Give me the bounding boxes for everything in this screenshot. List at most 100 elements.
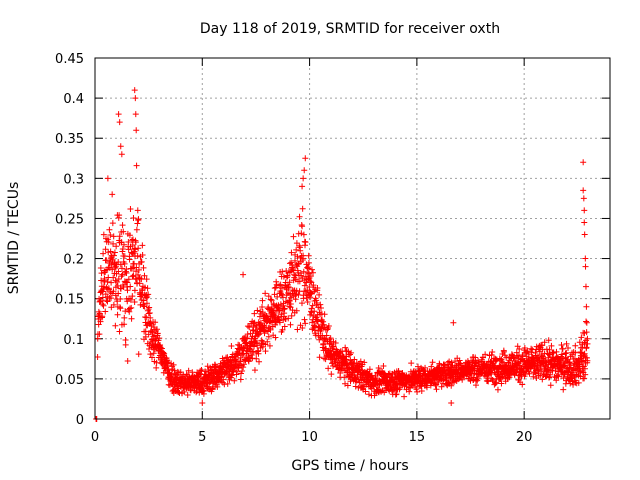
data-point xyxy=(96,331,103,338)
data-point xyxy=(558,342,565,349)
data-point xyxy=(142,333,149,340)
data-point xyxy=(310,322,317,329)
plot-frame xyxy=(94,57,611,420)
data-point xyxy=(498,380,505,387)
data-point xyxy=(304,264,311,271)
data-point xyxy=(583,318,590,325)
data-point xyxy=(552,367,559,374)
data-point xyxy=(272,334,279,341)
data-point xyxy=(300,175,307,182)
data-point xyxy=(292,296,299,303)
data-point xyxy=(228,343,235,350)
data-point xyxy=(279,326,286,333)
data-point xyxy=(131,260,138,267)
data-point xyxy=(302,320,309,327)
data-point xyxy=(311,308,318,315)
data-point xyxy=(152,319,159,326)
data-point xyxy=(299,183,306,190)
data-point xyxy=(112,265,119,272)
data-point xyxy=(249,327,256,334)
data-point xyxy=(584,357,591,364)
data-point xyxy=(251,310,258,317)
data-point xyxy=(132,275,139,282)
data-point xyxy=(372,390,379,397)
data-point xyxy=(316,354,323,361)
data-point xyxy=(537,363,544,370)
data-point xyxy=(110,240,117,247)
data-point xyxy=(365,391,372,398)
data-point xyxy=(234,368,241,375)
data-point xyxy=(323,332,330,339)
data-point xyxy=(244,323,251,330)
data-point xyxy=(144,285,151,292)
data-point xyxy=(117,305,124,312)
data-point xyxy=(580,195,587,202)
data-point xyxy=(116,212,123,219)
data-point xyxy=(524,348,531,355)
data-point xyxy=(297,247,304,254)
data-point xyxy=(256,358,263,365)
data-point xyxy=(582,283,589,290)
data-point xyxy=(138,258,145,265)
data-point xyxy=(342,344,349,351)
data-point xyxy=(553,377,560,384)
data-point xyxy=(392,391,399,398)
data-point xyxy=(106,226,113,233)
data-point xyxy=(171,367,178,374)
data-point xyxy=(302,239,309,246)
data-point xyxy=(408,360,415,367)
data-point xyxy=(305,265,312,272)
data-point xyxy=(259,322,266,329)
data-point xyxy=(273,278,280,285)
data-point xyxy=(137,301,144,308)
data-point xyxy=(110,233,117,240)
data-point xyxy=(413,386,420,393)
data-point xyxy=(139,251,146,258)
data-point xyxy=(302,155,309,162)
data-point xyxy=(581,365,588,372)
data-point xyxy=(312,332,319,339)
data-point xyxy=(170,361,177,368)
data-point xyxy=(121,321,128,328)
data-point xyxy=(112,322,119,329)
data-point xyxy=(280,302,287,309)
data-point xyxy=(433,386,440,393)
data-point xyxy=(288,249,295,256)
data-point xyxy=(459,376,466,383)
data-point xyxy=(287,321,294,328)
data-point xyxy=(259,297,266,304)
data-point xyxy=(276,319,283,326)
data-point xyxy=(539,342,546,349)
data-point xyxy=(110,274,117,281)
data-point xyxy=(254,342,261,349)
data-point xyxy=(293,307,300,314)
data-point xyxy=(406,388,413,395)
data-point xyxy=(318,325,325,332)
data-point xyxy=(555,373,562,380)
data-point xyxy=(583,329,590,336)
data-point xyxy=(578,358,585,365)
data-point xyxy=(309,269,316,276)
data-point xyxy=(120,228,127,235)
data-point xyxy=(135,266,142,273)
data-point xyxy=(109,266,116,273)
data-point xyxy=(528,349,535,356)
data-point xyxy=(583,344,590,351)
data-point xyxy=(100,231,107,238)
data-point xyxy=(500,348,507,355)
data-point xyxy=(308,266,315,273)
data-point xyxy=(580,159,587,166)
data-point xyxy=(119,222,126,229)
data-point xyxy=(96,311,103,318)
data-point xyxy=(448,382,455,389)
data-point xyxy=(126,305,133,312)
data-point xyxy=(545,337,552,344)
data-point xyxy=(307,273,314,280)
data-point xyxy=(288,294,295,301)
data-point xyxy=(115,268,122,275)
data-point xyxy=(301,167,308,174)
data-point xyxy=(428,363,435,370)
data-point xyxy=(514,343,521,350)
data-point xyxy=(285,284,292,291)
data-point xyxy=(241,356,248,363)
